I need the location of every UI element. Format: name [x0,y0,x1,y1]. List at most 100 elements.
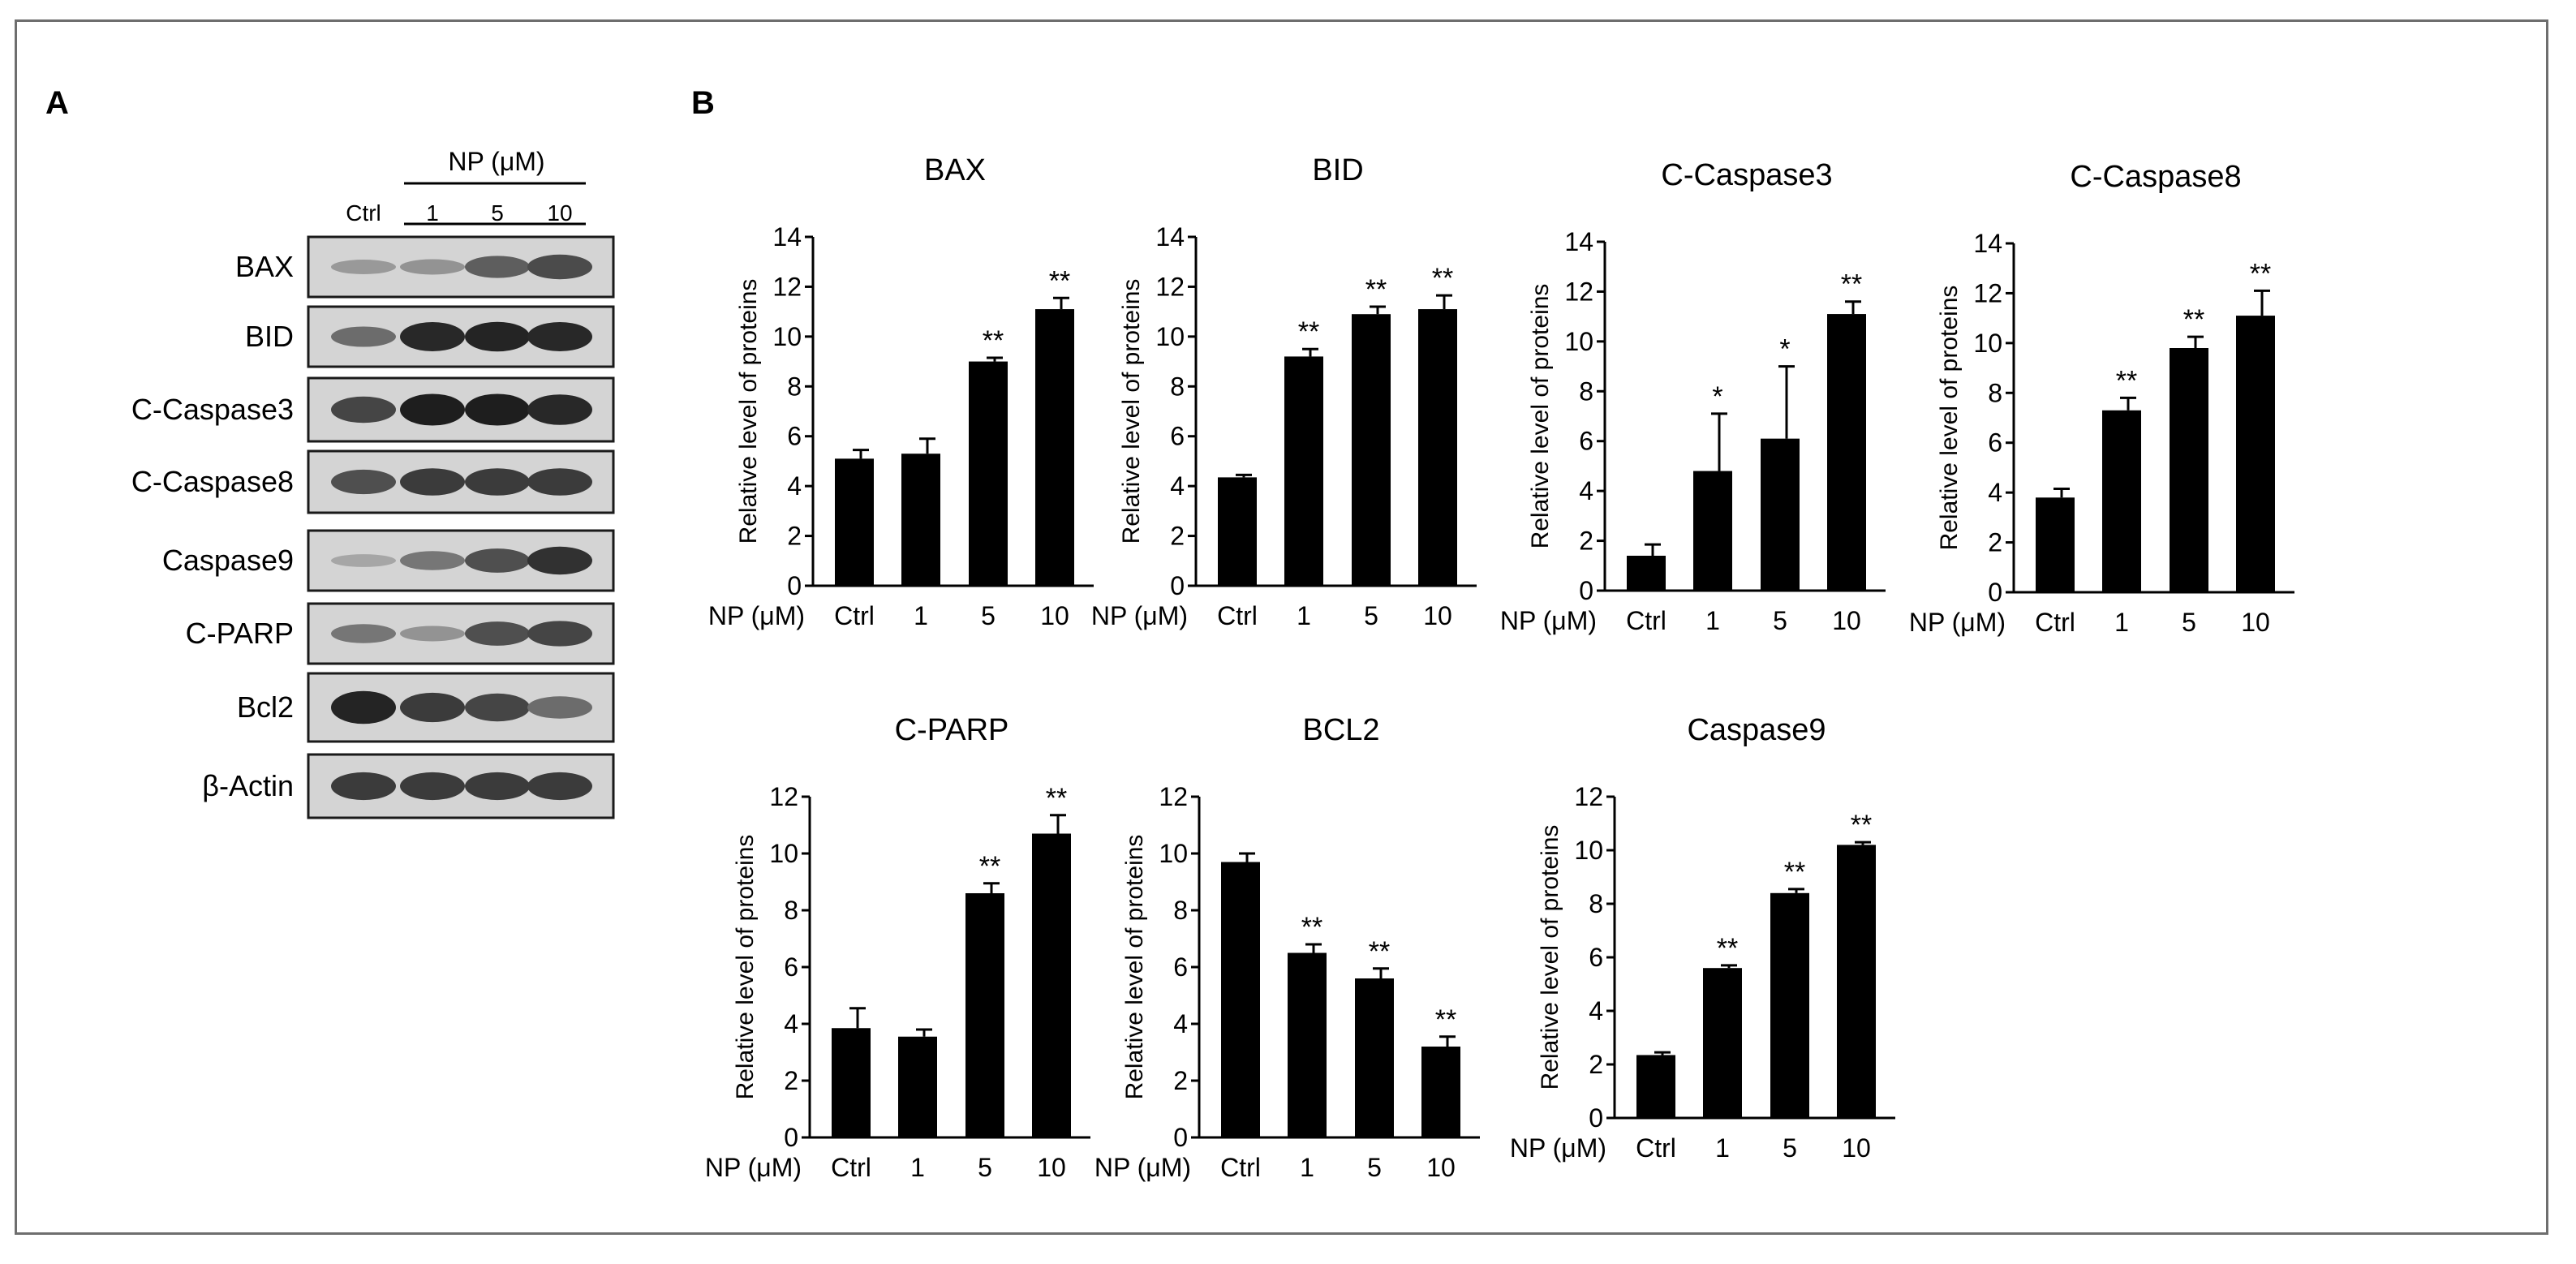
x-tick-label: 10 [1832,606,1861,635]
x-tick-label: Ctrl [2035,608,2075,637]
x-axis-title: NP (μM) [1500,606,1597,635]
blot-band [527,394,592,425]
x-tick-label: 1 [910,1153,925,1182]
y-tick-label: 0 [1170,571,1185,600]
blot-band [400,322,465,351]
y-tick-label: 0 [1589,1103,1603,1133]
x-tick-label: 5 [1773,606,1787,635]
bar [1636,1055,1675,1118]
bar [901,454,940,586]
blot-band [400,259,465,275]
bar [1627,556,1666,591]
blot-band [465,393,530,426]
y-tick-label: 2 [1173,1066,1188,1095]
y-tick-label: 10 [1564,327,1593,356]
x-axis-title: NP (μM) [708,601,805,630]
chart-title: Caspase9 [1687,713,1826,747]
y-tick-label: 0 [1988,578,2002,607]
y-axis-label: Relative level of proteins [1527,284,1554,549]
blot-row-label: Bcl2 [237,690,294,724]
significance-marker: ** [1432,263,1453,294]
y-tick-label: 6 [1173,952,1188,982]
x-axis-title: NP (μM) [1094,1153,1191,1182]
blot-band [465,693,530,722]
blot-band [331,469,396,495]
blot-band [465,772,530,801]
y-tick-label: 6 [1170,422,1185,451]
bar [1693,471,1732,591]
x-axis-title: NP (μM) [1909,608,2006,637]
y-tick-label: 4 [1589,996,1603,1025]
y-tick-label: 2 [1589,1050,1603,1079]
significance-marker: ** [1301,912,1322,943]
bar [1288,952,1327,1137]
western-blot-panel: NP (μM) Ctrl 1 5 10 BAX BID C-Caspase3 C-Caspase… [131,147,615,819]
y-axis-label: Relative level of proteins [732,835,759,1100]
y-tick-label: 12 [1973,278,2002,307]
x-tick-label: Ctrl [1626,606,1666,635]
blot-row-label: BAX [235,250,294,283]
bar [1703,968,1742,1118]
bar [969,361,1008,586]
blot-lane-label: Ctrl [346,200,381,226]
significance-marker: ** [2183,304,2204,335]
blot-lane-label: 1 [426,200,439,226]
y-tick-label: 0 [784,1123,798,1152]
y-tick-label: 4 [1988,478,2002,507]
blot-band [331,260,396,274]
blot-band [400,393,465,426]
blot-row-label: C-Caspase3 [131,393,294,426]
significance-marker: ** [2250,258,2271,289]
y-tick-label: 0 [1173,1123,1188,1152]
chart-title: BAX [924,153,986,187]
significance-marker: ** [1298,316,1319,347]
blot-row-label: C-Caspase8 [131,465,294,498]
y-tick-label: 12 [769,782,798,811]
y-tick-label: 12 [1155,272,1185,301]
bar [1221,862,1260,1137]
y-tick-label: 8 [787,372,802,401]
y-tick-label: 12 [1574,782,1603,811]
y-tick-label: 4 [787,471,802,501]
blot-band [527,322,592,351]
blot-band [527,254,592,280]
x-tick-label: 1 [2114,608,2129,637]
blot-band [400,772,465,801]
y-tick-label: 10 [1973,329,2002,358]
y-tick-label: 6 [1579,427,1593,456]
bar [1352,314,1391,586]
x-tick-label: 10 [1842,1133,1871,1163]
blot-band [331,690,396,724]
significance-marker: ** [1435,1004,1456,1035]
y-tick-label: 10 [1574,836,1603,865]
blot-lane-label: 5 [491,200,504,226]
significance-marker: ** [983,325,1004,356]
bar [1218,477,1257,586]
y-tick-label: 4 [784,1009,798,1038]
significance-marker: ** [2116,365,2137,396]
blot-band [465,468,530,496]
y-tick-label: 8 [784,896,798,925]
significance-marker: ** [1841,269,1862,300]
bar-chart: BID 0 2 4 6 8 10 12 14 Relative level of proteins… [1091,153,1477,630]
y-tick-label: 2 [1170,522,1185,551]
y-tick-label: 4 [1170,471,1185,501]
y-tick-label: 10 [769,839,798,868]
x-tick-label: Ctrl [1220,1153,1261,1182]
chart-title: C-PARP [895,713,1009,747]
x-tick-label: 1 [1297,601,1311,630]
bar [898,1036,937,1137]
bar-chart: BAX 0 2 4 6 8 10 12 14 Relative level of proteins… [708,153,1094,630]
y-tick-label: 4 [1579,476,1593,505]
y-tick-label: 10 [772,322,802,351]
chart-title: C-Caspase3 [1661,158,1832,192]
y-tick-label: 6 [784,952,798,982]
chart-title: BID [1312,153,1363,187]
bar-chart: BCL2 0 2 4 6 8 10 12 Relative level of proteins N… [1094,713,1480,1182]
x-tick-label: Ctrl [1636,1133,1676,1163]
significance-marker: ** [1784,857,1805,888]
blot-band [400,551,465,570]
blot-band [527,772,592,801]
x-tick-label: 1 [1300,1153,1314,1182]
